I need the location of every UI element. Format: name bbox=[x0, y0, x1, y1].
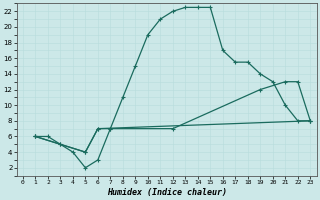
X-axis label: Humidex (Indice chaleur): Humidex (Indice chaleur) bbox=[107, 188, 227, 197]
